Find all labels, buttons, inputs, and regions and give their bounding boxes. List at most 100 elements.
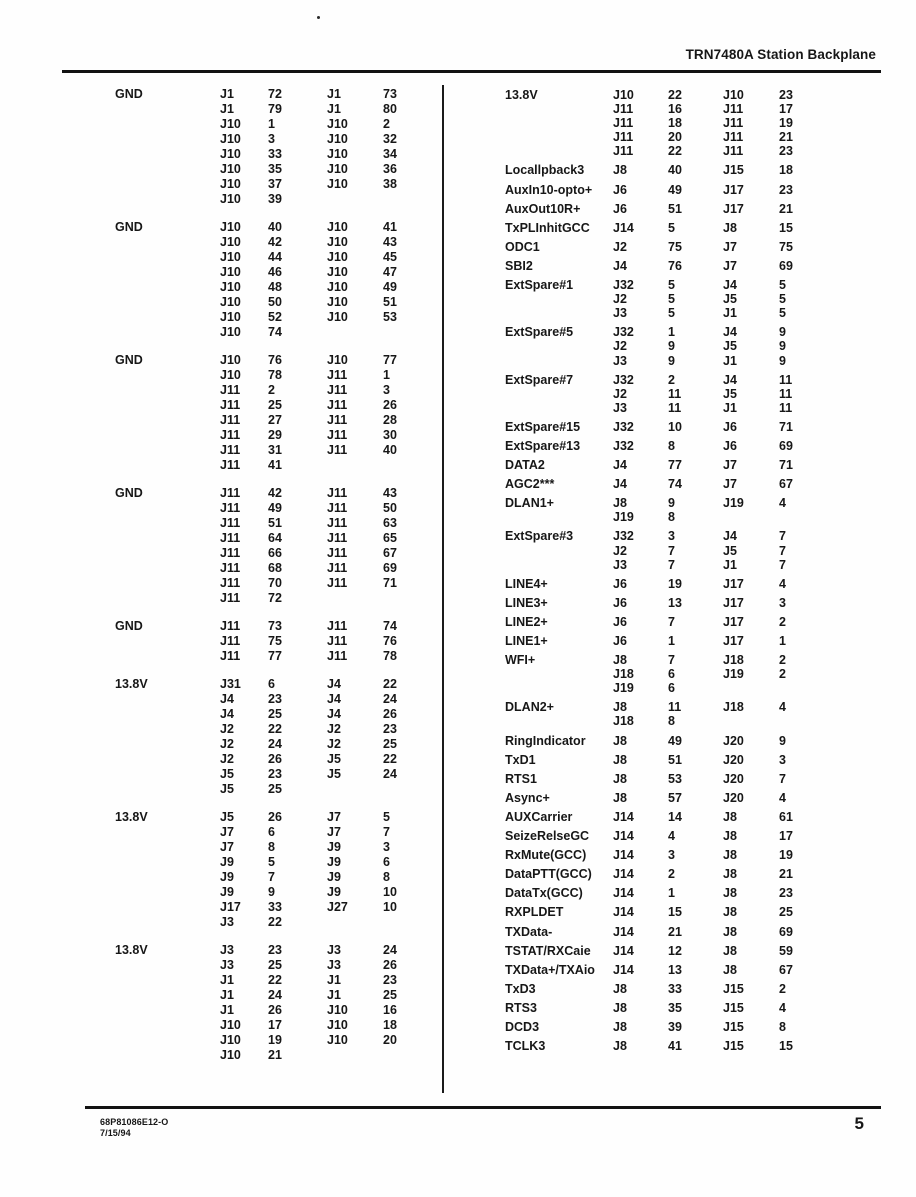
- signal-label: Locallpback3: [505, 163, 585, 178]
- pin-a-cell: 5: [268, 855, 275, 869]
- connector-a-cell: J14: [613, 943, 634, 958]
- pin-a-cell: 72: [268, 87, 282, 101]
- connector-a-cell: J1: [220, 102, 234, 116]
- pin-a-cell: 79: [268, 102, 282, 116]
- pin-b-cell: 43: [383, 486, 397, 500]
- pin-row: J11 75 J11 76: [115, 634, 425, 649]
- signal-label: DataTx(GCC): [505, 886, 583, 901]
- pin-b-cell: 5: [779, 306, 786, 321]
- signal-label: RXPLDET: [505, 905, 564, 920]
- pin-a-cell: 51: [668, 201, 682, 216]
- pin-a-cell: 40: [668, 163, 682, 178]
- pin-b-cell: 65: [383, 531, 397, 545]
- pin-row: J10 39: [115, 192, 425, 207]
- pin-b-cell: 23: [779, 88, 793, 102]
- pin-a-cell: 42: [268, 235, 282, 249]
- pin-b-cell: 71: [383, 576, 397, 590]
- connector-a-cell: J11: [613, 144, 634, 159]
- pin-b-cell: 9: [779, 353, 786, 368]
- connector-a-cell: J11: [220, 576, 241, 590]
- pin-a-cell: 5: [668, 278, 675, 293]
- pin-row: J10 19 J10 20: [115, 1033, 425, 1048]
- pin-a-cell: 22: [668, 88, 682, 102]
- connector-a-cell: J2: [613, 543, 627, 558]
- signal-label: [115, 885, 220, 900]
- pin-row: DLAN1+ J8 9 J19 4: [505, 496, 821, 510]
- pin-row: J10 42 J10 43: [115, 235, 425, 250]
- pin-a-cell: 4: [668, 829, 675, 844]
- signal-group: DATA2 J4 77 J7 71: [505, 458, 821, 472]
- signal-label: [115, 280, 220, 295]
- connector-a-cell: J11: [220, 398, 241, 412]
- pin-b-cell: [383, 915, 425, 930]
- pin-b-cell: [779, 681, 821, 695]
- connector-a-cell: J6: [613, 576, 627, 591]
- connector-a-cell: J1: [220, 973, 234, 987]
- pin-row: J1 22 J1 23: [115, 973, 425, 988]
- connector-a-cell: J2: [220, 722, 234, 736]
- connector-b-cell: J11: [327, 531, 348, 545]
- pin-a-cell: 76: [268, 353, 282, 367]
- connector-b-cell: J10: [327, 220, 348, 234]
- connector-a-cell: J4: [220, 692, 234, 706]
- pin-a-cell: 70: [268, 576, 282, 590]
- connector-a-cell: J3: [613, 557, 627, 572]
- connector-a-cell: J7: [220, 840, 234, 854]
- connector-b-cell: J10: [327, 132, 348, 146]
- pin-row: DataTx(GCC) J14 1 J8 23: [505, 886, 821, 900]
- pin-b-cell: 2: [779, 667, 786, 682]
- connector-a-cell: J11: [220, 561, 241, 575]
- pin-row: J10 52 J10 53: [115, 310, 425, 325]
- pin-a-cell: 29: [268, 428, 282, 442]
- pin-row: ExtSpare#13 J32 8 J6 69: [505, 439, 821, 453]
- signal-label: [115, 840, 220, 855]
- connector-a-cell: J6: [613, 614, 627, 629]
- connector-b-cell: [327, 915, 383, 930]
- pin-b-cell: 5: [383, 810, 390, 824]
- pin-row: J2 11 J5 11: [505, 387, 821, 401]
- connector-a-cell: J11: [220, 546, 241, 560]
- pin-a-cell: 9: [668, 353, 675, 368]
- pin-b-cell: 9: [779, 339, 786, 354]
- connector-a-cell: J10: [220, 117, 241, 131]
- connector-b-cell: J10: [327, 280, 348, 294]
- signal-label: ODC1: [505, 239, 540, 254]
- pin-row: J11 49 J11 50: [115, 501, 425, 516]
- connector-b-cell: J11: [327, 428, 348, 442]
- pin-b-cell: 9: [779, 733, 786, 748]
- pin-a-cell: 20: [668, 130, 682, 145]
- pin-b-cell: 2: [779, 653, 786, 668]
- pin-a-cell: 2: [668, 867, 675, 882]
- pin-b-cell: 75: [779, 239, 793, 254]
- signal-group: RingIndicator J8 49 J20 9: [505, 734, 821, 748]
- connector-a-cell: J18: [613, 714, 634, 729]
- connector-a-cell: J3: [613, 400, 627, 415]
- pin-a-cell: 21: [668, 924, 682, 939]
- pin-a-cell: 3: [668, 848, 675, 863]
- connector-a-cell: J5: [220, 810, 234, 824]
- connector-a-cell: J8: [613, 752, 627, 767]
- pin-b-cell: 71: [779, 458, 793, 473]
- pin-b-cell: 10: [383, 885, 397, 899]
- pin-row: J3 25 J3 26: [115, 958, 425, 973]
- pin-b-cell: 7: [779, 543, 786, 558]
- pin-b-cell: 50: [383, 501, 397, 515]
- signal-label: [115, 413, 220, 428]
- connector-a-cell: J8: [613, 163, 627, 178]
- pin-row: TXData+/TXAio J14 13 J8 67: [505, 963, 821, 977]
- signal-group: ExtSpare#1 J32 5 J4 5 J2 5 J5 5 J3 5 J1 5: [505, 278, 821, 320]
- signal-label: LINE1+: [505, 634, 548, 648]
- pin-row: J11 31 J11 40: [115, 443, 425, 458]
- pin-row: J1 26 J10 16: [115, 1003, 425, 1018]
- signal-label: [115, 591, 220, 606]
- signal-group: 13.8V J5 26 J7 5 J7 6 J7 7 J7 8 J9 3 J9 5 J9 6 J9 7 J9 8 J9 9 J…: [115, 810, 425, 930]
- pin-a-cell: 74: [268, 325, 282, 339]
- signal-label: 13.8V: [505, 88, 538, 102]
- connector-b-cell: J11: [327, 486, 348, 500]
- pin-row: GND J11 42 J11 43: [115, 486, 425, 501]
- pin-row: J3 9 J1 9: [505, 354, 821, 368]
- signal-group: AUXCarrier J14 14 J8 61: [505, 810, 821, 824]
- pin-row: TxPLInhitGCC J14 5 J8 15: [505, 221, 821, 235]
- pin-b-cell: 20: [383, 1033, 397, 1047]
- connector-b-cell: J6: [723, 438, 737, 453]
